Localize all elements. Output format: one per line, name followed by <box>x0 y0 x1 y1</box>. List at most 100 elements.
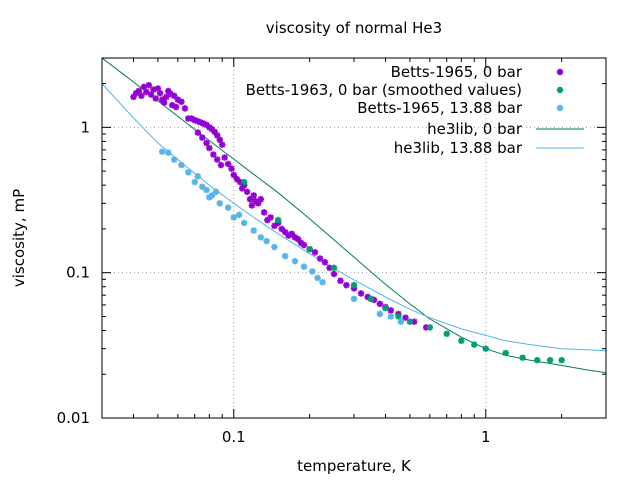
data-point-series-3 <box>240 219 248 227</box>
data-point-series-1 <box>206 144 213 152</box>
legend-entry-label: Betts-1965, 13.88 bar <box>357 99 523 117</box>
data-point-series-1 <box>214 156 221 163</box>
data-point-series-1 <box>228 165 235 172</box>
chart-title: viscosity of normal He3 <box>266 19 442 37</box>
legend-entry-label: he3lib, 13.88 bar <box>394 139 523 157</box>
data-point-series-1 <box>230 171 237 179</box>
data-point-series-3 <box>185 169 192 176</box>
data-point-series-2 <box>482 345 489 352</box>
data-point-series-3 <box>203 186 210 194</box>
plot-area <box>102 58 606 374</box>
data-point-series-1 <box>221 154 228 161</box>
data-point-series-3 <box>235 211 243 219</box>
grid <box>102 58 606 419</box>
data-point-series-2 <box>274 216 282 224</box>
data-point-series-3 <box>165 149 172 156</box>
data-point-series-1 <box>250 192 257 199</box>
data-point-series-1 <box>217 161 225 169</box>
data-point-series-2 <box>443 330 450 337</box>
data-point-series-3 <box>350 295 358 303</box>
y-tick-label: 1 <box>80 118 90 136</box>
data-point-series-2 <box>240 178 248 186</box>
data-point-series-3 <box>250 227 257 234</box>
data-point-series-3 <box>291 257 299 265</box>
y-axis-label: viscosity, mP <box>10 189 28 287</box>
data-point-series-1 <box>194 129 202 136</box>
y-tick-label: 0.01 <box>57 409 90 427</box>
data-point-series-2 <box>330 264 338 272</box>
data-point-series-1 <box>152 95 159 102</box>
legend-entry-label: Betts-1963, 0 bar (smoothed values) <box>246 81 522 99</box>
data-point-series-1 <box>203 139 210 147</box>
data-point-series-1 <box>156 89 164 97</box>
x-tick-label: 1 <box>481 428 491 446</box>
plot-frame <box>101 57 607 419</box>
data-point-series-1 <box>243 188 251 196</box>
data-point-series-1 <box>321 259 329 266</box>
data-point-series-1 <box>199 134 206 141</box>
data-point-series-1 <box>145 81 152 89</box>
data-point-series-3 <box>309 268 316 275</box>
data-point-series-1 <box>172 103 180 111</box>
data-point-series-3 <box>212 188 220 196</box>
data-point-series-3 <box>257 234 264 241</box>
data-point-series-2 <box>546 356 554 364</box>
data-point-series-3 <box>300 263 308 270</box>
data-point-series-1 <box>402 314 409 321</box>
data-point-series-1 <box>376 300 384 308</box>
data-point-series-3 <box>194 173 202 180</box>
data-point-series-3 <box>178 161 185 169</box>
data-point-series-2 <box>471 341 478 348</box>
data-point-series-1 <box>210 151 217 158</box>
legend-marker <box>556 68 564 76</box>
data-point-series-3 <box>282 252 289 260</box>
data-point-series-3 <box>314 274 321 282</box>
data-point-series-1 <box>300 241 308 249</box>
data-point-series-2 <box>426 324 434 331</box>
data-point-series-3 <box>230 214 237 221</box>
axis-ticks: 0.1 1 0.01 0.1 1 <box>57 57 607 446</box>
legend-marker <box>556 86 564 94</box>
data-point-series-3 <box>170 156 178 163</box>
data-point-series-1 <box>147 91 155 98</box>
data-point-series-3 <box>387 313 395 320</box>
data-point-series-2 <box>502 349 509 357</box>
data-point-series-1 <box>337 277 344 284</box>
data-point-series-3 <box>216 200 223 207</box>
legend-entry-label: he3lib, 0 bar <box>427 120 523 138</box>
legend-entry-label: Betts-1965, 0 bar <box>391 63 523 81</box>
x-tick-label: 0.1 <box>222 428 246 446</box>
data-point-series-1 <box>260 209 268 216</box>
data-point-series-1 <box>219 141 226 148</box>
data-point-series-1 <box>343 281 350 289</box>
data-point-series-2 <box>350 281 358 289</box>
data-point-series-1 <box>178 98 185 105</box>
series-line-5 <box>102 83 606 352</box>
data-point-series-1 <box>181 105 189 112</box>
data-point-series-2 <box>406 318 414 325</box>
data-point-series-3 <box>224 204 232 211</box>
data-point-series-3 <box>376 310 384 318</box>
data-point-series-3 <box>271 243 278 251</box>
data-point-series-3 <box>191 178 198 186</box>
data-point-series-3 <box>158 148 166 155</box>
data-point-series-2 <box>367 295 375 303</box>
data-point-series-1 <box>224 160 232 168</box>
data-point-series-1 <box>267 214 274 221</box>
data-point-series-3 <box>397 318 404 325</box>
legend-marker <box>556 104 564 112</box>
data-point-series-1 <box>316 255 324 262</box>
data-point-series-2 <box>458 337 465 344</box>
data-point-series-3 <box>319 278 326 286</box>
x-axis-label: temperature, K <box>297 457 412 475</box>
data-point-series-1 <box>357 290 365 297</box>
data-point-series-1 <box>387 307 395 314</box>
y-tick-label: 0.1 <box>66 264 90 282</box>
data-point-series-2 <box>558 356 565 364</box>
data-point-series-2 <box>519 354 526 361</box>
data-point-series-1 <box>163 93 170 101</box>
data-point-series-1 <box>257 196 264 203</box>
data-point-series-2 <box>534 356 541 364</box>
